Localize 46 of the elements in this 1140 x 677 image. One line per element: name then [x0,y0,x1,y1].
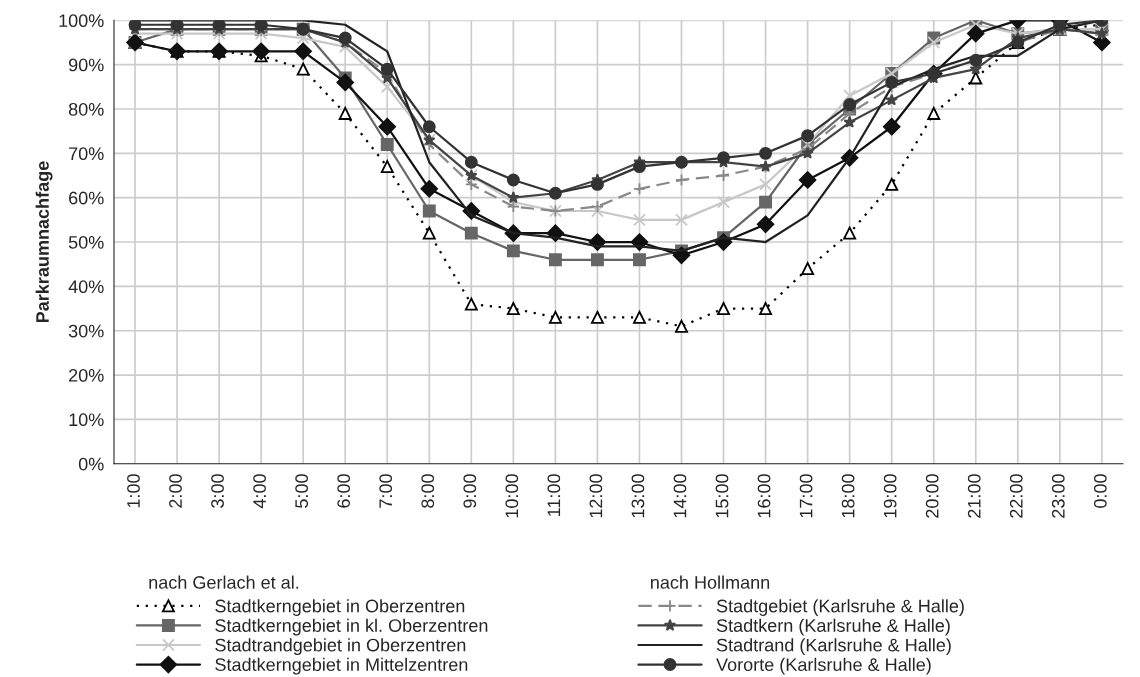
x-tick-label: 17:00 [799,474,813,518]
legend-label: Stadtkerngebiet in Oberzentren [215,599,465,616]
text: nach Gerlach et al. [149,575,299,589]
x-tick-label: 19:00 [883,474,897,518]
legend-label: Stadtrand (Karlsruhe & Halle) [716,638,951,656]
x-tick-label: 7:00 [379,474,393,508]
x-tick-label: 18:00 [841,474,855,518]
legend-label: Stadtgebiet (Karlsruhe & Halle) [716,599,964,616]
y-tick-label: 30% [68,324,104,338]
x-tick-label: 5:00 [295,474,309,508]
y-tick-label: 60% [69,191,104,205]
text: nach Hollmann [651,575,770,589]
y-tick-label: 80% [68,102,104,116]
x-tick-label: 2:00 [169,474,182,508]
legend-label: Vororte (Karlsruhe & Halle) [716,657,931,675]
x-tick-label: 15:00 [715,474,729,518]
y-tick-label: 70% [69,147,104,161]
y-axis-title: Parkraumnachfage [35,161,53,323]
y-tick-label: 90% [68,58,104,72]
y-tick-label: 50% [68,235,104,249]
x-tick-label: 3:00 [211,474,224,508]
x-tick-label: 14:00 [673,474,687,518]
y-tick-label: 100% [59,14,104,28]
x-tick-label: 20:00 [925,474,939,518]
y-tick-label: 10% [69,413,104,427]
y-tick-label: 20% [69,368,104,382]
x-tick-label: 21:00 [967,474,981,518]
x-tick-label: 13:00 [631,474,645,518]
legend-label: Stadtkerngebiet in kl. Oberzentren [215,618,488,636]
x-tick-label: 4:00 [253,474,266,509]
legend-label: Stadtkern (Karlsruhe & Halle) [716,618,950,636]
x-tick-label: 16:00 [757,474,771,518]
x-tick-label: 12:00 [589,474,603,518]
x-tick-label: 6:00 [337,474,351,508]
x-tick-label: 11:00 [547,474,561,516]
x-tick-label: 1:00 [127,474,140,508]
y-tick-label: 40% [68,280,104,294]
x-tick-label: 23:00 [1051,474,1065,518]
x-tick-label: 8:00 [421,474,435,508]
x-tick-label: 10:00 [505,474,519,518]
legend-label: Stadtkerngebiet in Mittelzentren [215,657,468,675]
x-tick-label: 0:00 [1093,474,1107,508]
x-tick-label: 22:00 [1009,474,1023,518]
x-tick-label: 9:00 [463,474,477,508]
y-tick-label: 0% [78,457,104,471]
legend-label: Stadtrandgebiet in Oberzentren [215,638,466,656]
